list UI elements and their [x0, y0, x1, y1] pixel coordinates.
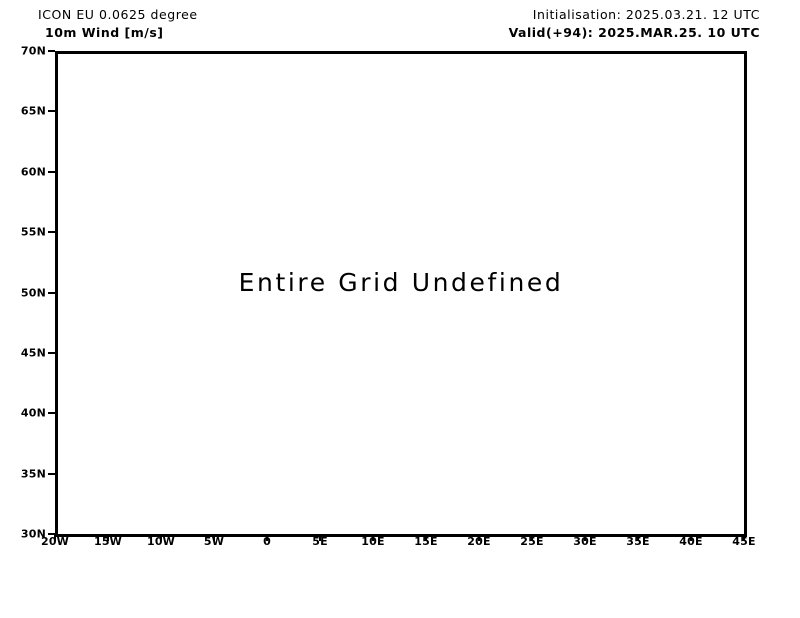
y-axis-tick [48, 291, 55, 294]
x-axis-label: 5E [312, 535, 328, 548]
x-axis-tick [372, 534, 374, 541]
x-axis-label: 10E [361, 535, 385, 548]
y-axis-tick [48, 170, 55, 173]
y-axis-label: 50N [20, 286, 46, 299]
x-axis-label: 25E [520, 535, 544, 548]
map-plot-area: Entire Grid Undefined [58, 54, 744, 534]
y-axis-tick [48, 412, 55, 415]
x-axis-label: 10W [146, 535, 176, 548]
y-axis-tick [48, 110, 55, 113]
model-title: ICON EU 0.0625 degree [38, 7, 198, 22]
x-axis-tick [54, 534, 56, 541]
grid-undefined-message: Entire Grid Undefined [238, 268, 564, 297]
x-axis-label: 15E [414, 535, 438, 548]
y-axis-label: 35N [20, 467, 46, 481]
x-axis-tick [160, 534, 162, 541]
x-axis-tick [743, 534, 745, 541]
x-axis-tick [637, 534, 639, 541]
y-axis-label: 65N [20, 104, 46, 118]
x-axis-tick [531, 534, 533, 541]
x-axis-tick [478, 534, 480, 541]
y-axis-tick [48, 231, 55, 234]
x-axis-label: 35E [626, 535, 650, 548]
y-axis-label: 55N [20, 225, 46, 239]
x-axis-tick [425, 534, 427, 541]
valid-time: Valid(+94): 2025.MAR.25. 10 UTC [508, 25, 760, 40]
x-axis-label: 40E [679, 535, 703, 548]
x-axis-tick [584, 534, 586, 541]
map-plot-frame: Entire Grid Undefined [55, 51, 747, 537]
x-axis-tick [266, 534, 268, 541]
initialisation-time: Initialisation: 2025.03.21. 12 UTC [532, 7, 760, 22]
y-axis-label: 45N [20, 346, 46, 360]
x-axis-tick [690, 534, 692, 541]
x-axis-label: 20W [40, 535, 70, 548]
y-axis-tick [48, 533, 55, 535]
y-axis-tick [48, 50, 55, 52]
y-axis-tick [48, 351, 55, 354]
x-axis-tick [319, 534, 321, 541]
x-axis-label: 20E [467, 535, 491, 548]
y-axis-label: 70N [20, 44, 46, 58]
x-axis-label: 45E [732, 535, 756, 548]
y-axis-label: 40N [20, 406, 46, 420]
x-axis-label: 5W [203, 535, 225, 548]
parameter-title: 10m Wind [m/s] [45, 25, 164, 40]
x-axis-label: 30E [573, 535, 597, 548]
x-axis-tick [213, 534, 215, 541]
y-axis-label: 60N [20, 165, 46, 179]
y-axis-tick [48, 472, 55, 475]
x-axis-label: 15W [93, 535, 123, 548]
y-axis-label: 30N [20, 527, 46, 541]
x-axis-tick [107, 534, 109, 541]
x-axis-label: 0 [263, 535, 271, 548]
